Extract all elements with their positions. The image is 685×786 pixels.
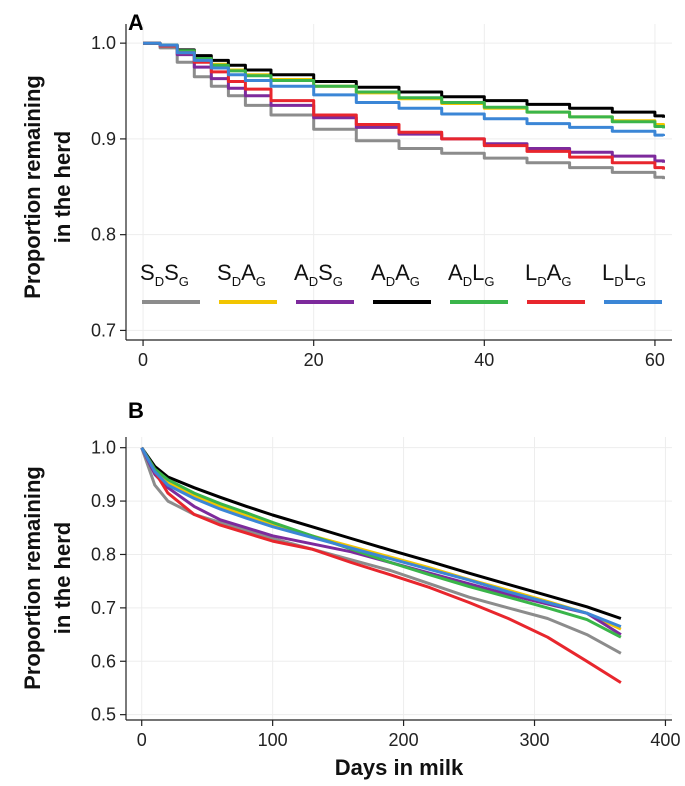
panel-label: A — [128, 10, 144, 35]
y-tick-label: 0.8 — [91, 544, 116, 564]
y-axis-label-line2: in the herd — [50, 131, 75, 243]
y-axis-label-line2: in the herd — [50, 522, 75, 634]
y-tick-label: 0.5 — [91, 705, 116, 725]
series-line-adsg — [140, 447, 622, 636]
series-line-adlg — [140, 446, 622, 639]
x-tick-label: 0 — [138, 350, 148, 370]
x-tick-label: 40 — [474, 350, 494, 370]
y-tick-label: 0.7 — [91, 598, 116, 618]
series-line-ldag — [143, 41, 665, 170]
x-tick-label: 60 — [645, 350, 665, 370]
y-tick-label: 0.9 — [91, 491, 116, 511]
panel-a: A 0.7 0.8 0.9 1.0 0 20 40 60 Proportion remaining… — [20, 10, 672, 370]
series-line-adag — [143, 41, 665, 118]
y-axis-label-line1: Proportion remaining — [20, 75, 45, 299]
y-axis-label-line1: Proportion remaining — [20, 466, 45, 690]
panel-b: B 0.5 0.6 0.7 0.8 0.9 1.0 0 100 200 300 400 Proporti… — [20, 398, 680, 780]
x-tick-label: 200 — [389, 730, 419, 750]
legend-label-adlg: ADLG — [448, 260, 494, 289]
legend-label-sdag: SDAG — [217, 260, 266, 289]
legend-label-ldag: LDAG — [525, 260, 571, 289]
legend-label-sdsg: SDSG — [140, 260, 189, 289]
series-line-ldlg — [143, 41, 665, 137]
x-tick-label: 0 — [137, 730, 147, 750]
legend-label-adag: ADAG — [371, 260, 420, 289]
y-tick-label: 1.0 — [91, 33, 116, 53]
y-tick-label: 0.8 — [91, 225, 116, 245]
panel-label: B — [128, 398, 144, 423]
series-line-ldlg — [140, 446, 622, 628]
series-line-ldag — [140, 446, 622, 684]
x-tick-label: 100 — [258, 730, 288, 750]
y-tick-label: 0.6 — [91, 651, 116, 671]
x-axis-label: Days in milk — [335, 755, 464, 780]
x-tick-label: 400 — [650, 730, 680, 750]
y-tick-label: 0.7 — [91, 320, 116, 340]
y-tick-label: 1.0 — [91, 438, 116, 458]
x-tick-label: 300 — [519, 730, 549, 750]
legend-label-ldlg: LDLG — [602, 260, 646, 289]
series-line-adag — [140, 446, 622, 620]
legend-label-adsg: ADSG — [294, 260, 343, 289]
x-tick-label: 20 — [304, 350, 324, 370]
y-tick-label: 0.9 — [91, 129, 116, 149]
series-line-sdsg — [143, 41, 665, 180]
series-line-sdsg — [140, 447, 622, 655]
